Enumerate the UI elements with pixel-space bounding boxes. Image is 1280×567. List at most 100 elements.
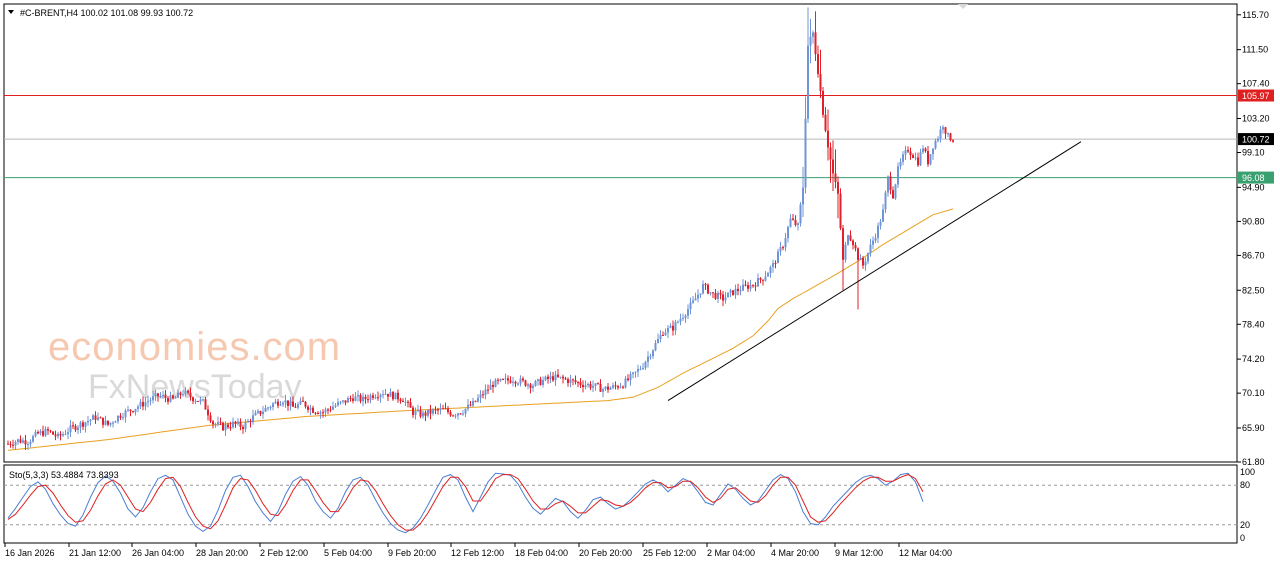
candle-body (479, 394, 482, 398)
candle-body (392, 392, 394, 400)
candle-body (569, 379, 572, 383)
candle-body (799, 204, 802, 224)
price-axis: 115.70 111.50 107.40 103.20 99.10 94.90 90.80 8… (1237, 10, 1274, 467)
candle-body (909, 151, 912, 156)
candle-body (462, 413, 464, 415)
candle-body (524, 380, 527, 386)
candle-body (877, 225, 879, 238)
candle-body (379, 394, 382, 398)
candle-body (947, 133, 949, 135)
candle-body (804, 118, 807, 188)
candle-body (754, 285, 757, 287)
candle-body (649, 356, 652, 358)
candle-body (209, 415, 212, 422)
candle-body (269, 407, 272, 409)
candle-body (919, 152, 922, 166)
candle-body (529, 384, 532, 388)
watermark-fxnewstoday: FxNewsToday (88, 368, 302, 406)
candle-body (607, 386, 609, 390)
candle-body (422, 412, 424, 417)
x-tick-label: 4 Mar 20:00 (771, 548, 819, 558)
candle-body (299, 400, 302, 405)
candle-body (847, 235, 849, 245)
shift-marker-icon[interactable] (958, 4, 968, 9)
candle-body (337, 402, 339, 406)
candle-body (719, 292, 722, 295)
candle-body (459, 413, 462, 415)
candle-body (672, 325, 674, 331)
candle-body (159, 395, 162, 397)
candle-body (414, 410, 417, 415)
candle-body (499, 379, 502, 381)
candle-body (759, 278, 762, 280)
candle-body (642, 367, 644, 369)
candle-body (727, 292, 729, 298)
candle-body (892, 190, 894, 199)
candle-body (912, 155, 914, 158)
candle-body (552, 376, 554, 381)
candle-body (707, 284, 709, 294)
candle-body (124, 410, 127, 418)
candle-body (157, 393, 159, 397)
candle-body (542, 380, 544, 385)
candle-body (797, 223, 799, 226)
candle-body (674, 322, 677, 331)
candle-body (504, 378, 507, 380)
candle-body (879, 221, 882, 226)
candle-body (362, 396, 364, 402)
candle-body (52, 431, 54, 435)
candle-body (359, 395, 362, 402)
candle-body (884, 192, 887, 210)
candle-body (164, 395, 167, 399)
candle-body (747, 285, 749, 289)
candle-body (194, 401, 197, 403)
candle-body (817, 54, 819, 74)
candle-body (712, 292, 714, 294)
candle-body (872, 240, 874, 245)
candle-body (79, 422, 82, 428)
candle-body (492, 384, 494, 388)
candle-body (284, 400, 287, 403)
stoch-axis-label: 80 (1240, 480, 1250, 490)
candle-body (559, 376, 562, 378)
trendline[interactable] (667, 141, 1082, 402)
candle-body (297, 404, 299, 408)
candle-body (834, 173, 837, 183)
candle-body (539, 379, 542, 385)
y-tick-label: 107.40 (1242, 79, 1270, 89)
candle-body (449, 412, 452, 416)
trendline-layer[interactable] (667, 141, 1082, 402)
candle-body (659, 334, 662, 339)
y-tick-label: 115.70 (1242, 10, 1269, 20)
candle-body (24, 440, 27, 445)
candle-body (902, 154, 904, 162)
candle-body (404, 401, 407, 403)
candle-body (57, 433, 59, 437)
resistance-price-label: 105.97 (1242, 91, 1270, 101)
candle-body (219, 422, 222, 424)
candle-body (282, 402, 284, 405)
candle-body (409, 402, 412, 408)
candle-body (242, 426, 244, 430)
candle-body (507, 378, 509, 381)
stoch-signal-line (7, 474, 924, 531)
candle-body (692, 300, 694, 303)
candle-body (689, 302, 692, 310)
candle-body (207, 409, 209, 416)
candle-body (604, 386, 607, 390)
y-tick-label: 111.50 (1242, 45, 1268, 55)
candle-body (252, 415, 254, 423)
candle-body (302, 400, 304, 402)
candle-body (214, 424, 217, 426)
candle-body (249, 420, 252, 423)
candle-body (489, 384, 492, 390)
candle-body (949, 133, 952, 141)
candle-body (169, 395, 172, 402)
candle-body (744, 284, 747, 286)
symbol-menu-icon[interactable] (8, 10, 14, 14)
candle-body (762, 279, 764, 281)
candle-body (519, 378, 522, 384)
candle-body (442, 408, 444, 410)
candle-body (259, 410, 262, 415)
